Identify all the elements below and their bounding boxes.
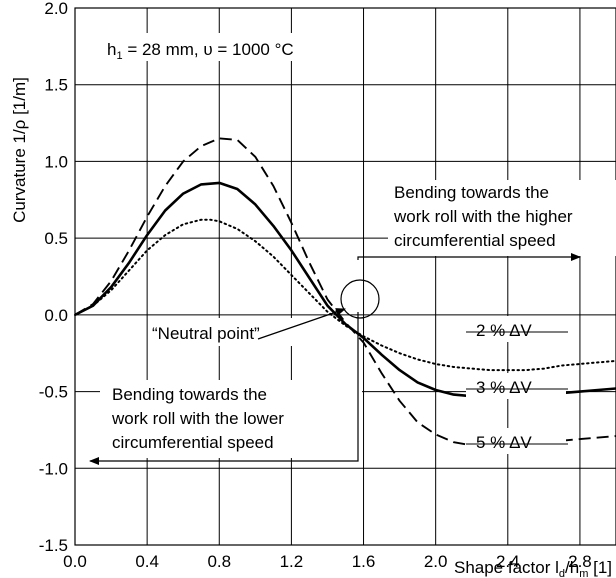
x-tick-label: 0.4 [135, 552, 159, 571]
x-axis-label: Shape factor ld/hm [1] [454, 558, 612, 578]
neutral-point-circle [340, 279, 380, 319]
y-tick-label: -1.5 [39, 536, 68, 555]
lower-speed-line1: Bending towards the [112, 385, 267, 404]
x-tick-label: 2.0 [424, 552, 448, 571]
higher-speed-line2: work roll with the higher [393, 207, 573, 226]
y-tick-labels: -1.5 -1.0 -0.5 0.0 0.5 1.0 1.5 2.0 [39, 0, 68, 555]
y-tick-label: 1.0 [44, 152, 68, 171]
y-tick-label: 0.5 [44, 229, 68, 248]
grid-lines [74, 7, 616, 546]
x-tick-label: 0.0 [63, 552, 87, 571]
plot-frame [74, 7, 616, 546]
lower-speed-arrow [89, 312, 359, 465]
series-label-bg-2 [466, 316, 566, 342]
x-tick-labels: 0.0 0.4 0.8 1.2 1.6 2.0 2.4 2.8 [63, 552, 592, 571]
y-axis-label: Curvature 1/ρ [1/m] [10, 77, 29, 223]
x-tick-label: 2.8 [568, 552, 592, 571]
higher-speed-arrow [357, 253, 581, 261]
series-line-dotted [74, 218, 616, 372]
y-tick-label: 1.5 [44, 76, 68, 95]
x-tick-label: 0.8 [207, 552, 231, 571]
higher-speed-line3: circumferential speed [394, 231, 556, 250]
lower-speed-line2: work roll with the lower [111, 409, 284, 428]
series-label-2pct: 2 % ΔV [476, 321, 532, 340]
lower-speed-line3: circumferential speed [112, 433, 274, 452]
x-tick-label: 1.2 [280, 552, 304, 571]
series-label-bg-5 [466, 428, 566, 454]
x-tick-label: 1.6 [352, 552, 376, 571]
series-label-3pct: 3 % ΔV [476, 378, 532, 397]
higher-speed-line1: Bending towards the [394, 183, 549, 202]
y-tick-label: 0.0 [44, 306, 68, 325]
y-tick-label: 2.0 [44, 0, 68, 18]
condition-label-bg [100, 33, 360, 61]
y-tick-label: -0.5 [39, 383, 68, 402]
condition-label: h1 = 28 mm, υ = 1000 °C [107, 40, 294, 62]
series-label-bg-3 [466, 373, 566, 399]
series-label-5pct: 5 % ΔV [476, 433, 532, 452]
higher-speed-bg [388, 180, 616, 256]
y-tick-label: -1.0 [39, 459, 68, 478]
lower-speed-bg [100, 380, 362, 458]
neutral-point-label: “Neutral point” [152, 324, 260, 343]
x-tick-label: 2.4 [496, 552, 520, 571]
